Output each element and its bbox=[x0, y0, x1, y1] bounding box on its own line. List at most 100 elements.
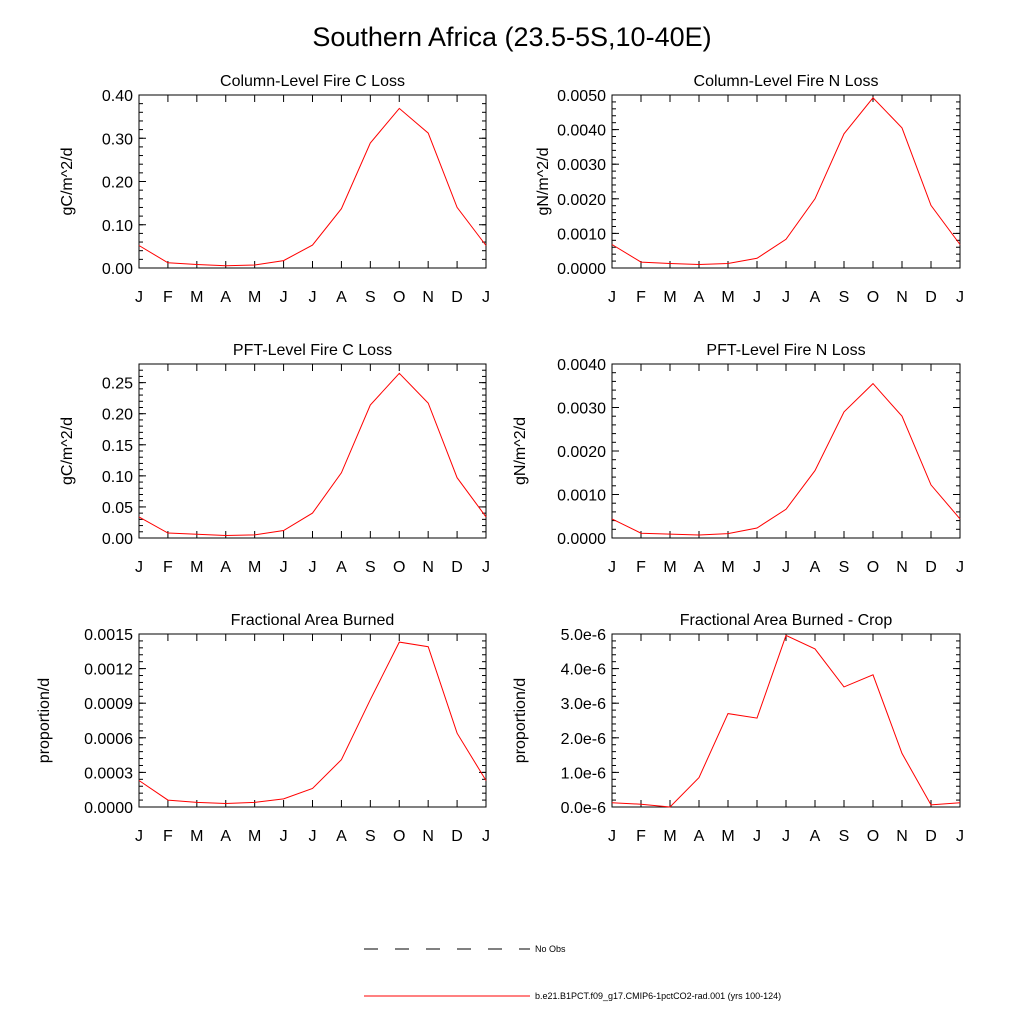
y-tick-label: 0.0020 bbox=[557, 444, 606, 461]
chart-panel-2: Column-Level Fire N Loss gN/m^2/d 0.0000 0.… bbox=[535, 73, 964, 306]
y-tick-label: 2.0e-6 bbox=[561, 731, 606, 748]
x-tick-label: S bbox=[839, 289, 850, 306]
x-tick-label: A bbox=[220, 559, 231, 576]
x-tick-label: F bbox=[163, 289, 173, 306]
plot-frame bbox=[611, 363, 961, 539]
y-tick-label: 0.00 bbox=[102, 531, 133, 548]
panel-title: Column-Level Fire N Loss bbox=[694, 73, 879, 90]
x-tick-label: F bbox=[163, 559, 173, 576]
x-tick-label: M bbox=[190, 828, 203, 845]
x-tick-label: D bbox=[451, 559, 463, 576]
x-tick-label: M bbox=[248, 828, 261, 845]
x-tick-label: J bbox=[309, 289, 317, 306]
y-axis-label: proportion/d bbox=[36, 678, 53, 763]
figure-title: Southern Africa (23.5-5S,10-40E) bbox=[312, 22, 712, 52]
x-tick-label: M bbox=[721, 828, 734, 845]
x-tick-label: F bbox=[163, 828, 173, 845]
x-tick-label: A bbox=[336, 559, 347, 576]
series-line bbox=[138, 372, 487, 537]
y-tick-label: 0.05 bbox=[102, 500, 133, 517]
legend-model-label: b.e21.B1PCT.f09_g17.CMIP6-1pctCO2-rad.00… bbox=[535, 991, 781, 1001]
x-tick-label: J bbox=[608, 828, 616, 845]
x-tick-label: J bbox=[482, 828, 490, 845]
x-tick-label: D bbox=[925, 289, 937, 306]
y-tick-label: 0.0012 bbox=[84, 662, 133, 679]
y-tick-label: 0.0020 bbox=[557, 192, 606, 209]
x-tick-label: A bbox=[694, 828, 705, 845]
x-tick-label: M bbox=[190, 559, 203, 576]
y-tick-label: 0.00 bbox=[102, 261, 133, 278]
x-tick-label: J bbox=[135, 289, 143, 306]
y-axis-label: proportion/d bbox=[512, 678, 529, 763]
y-tick-label: 0.0010 bbox=[557, 226, 606, 243]
y-tick-label: 0.0000 bbox=[557, 261, 606, 278]
x-tick-label: O bbox=[867, 559, 879, 576]
x-tick-label: J bbox=[135, 559, 143, 576]
x-tick-label: N bbox=[422, 559, 434, 576]
y-axis-label: gN/m^2/d bbox=[512, 417, 529, 485]
y-tick-label: 0.0030 bbox=[557, 401, 606, 418]
y-tick-label: 0.10 bbox=[102, 469, 133, 486]
y-tick-label: 0.0010 bbox=[557, 488, 606, 505]
chart-panel-6: Fractional Area Burned - Crop proportion/… bbox=[512, 612, 964, 845]
x-tick-label: N bbox=[896, 559, 908, 576]
x-tick-label: A bbox=[694, 289, 705, 306]
plot-frame bbox=[138, 94, 487, 269]
x-tick-label: A bbox=[810, 289, 821, 306]
y-axis-label: gC/m^2/d bbox=[59, 148, 76, 216]
y-tick-label: 0.0e-6 bbox=[561, 800, 606, 817]
x-tick-label: J bbox=[753, 559, 761, 576]
y-tick-label: 0.0015 bbox=[84, 627, 133, 644]
x-tick-label: J bbox=[782, 828, 790, 845]
x-tick-label: M bbox=[663, 828, 676, 845]
y-tick-label: 0.40 bbox=[102, 88, 133, 105]
x-tick-label: N bbox=[422, 289, 434, 306]
series-line bbox=[138, 107, 487, 267]
y-tick-label: 0.30 bbox=[102, 131, 133, 148]
x-tick-label: N bbox=[896, 289, 908, 306]
y-tick-label: 3.0e-6 bbox=[561, 696, 606, 713]
chart-panel-4: PFT-Level Fire N Loss gN/m^2/d 0.0000 0.001… bbox=[512, 342, 964, 576]
y-tick-label: 0.10 bbox=[102, 218, 133, 235]
plot-frame bbox=[138, 633, 487, 808]
y-tick-label: 0.0050 bbox=[557, 88, 606, 105]
y-tick-label: 0.0000 bbox=[557, 531, 606, 548]
panel-title: Column-Level Fire C Loss bbox=[220, 73, 405, 90]
x-tick-label: O bbox=[393, 828, 405, 845]
chart-panel-5: Fractional Area Burned proportion/d 0.0000… bbox=[36, 612, 490, 845]
x-tick-label: J bbox=[956, 289, 964, 306]
x-tick-label: F bbox=[636, 289, 646, 306]
chart-panel-3: PFT-Level Fire C Loss gC/m^2/d 0.00 0.05 0.1… bbox=[59, 342, 490, 576]
x-tick-label: A bbox=[220, 828, 231, 845]
x-tick-label: S bbox=[365, 559, 376, 576]
y-tick-label: 0.0000 bbox=[84, 800, 133, 817]
y-tick-label: 0.0003 bbox=[84, 765, 133, 782]
series-line bbox=[611, 634, 961, 808]
y-tick-label: 0.0040 bbox=[557, 123, 606, 140]
x-tick-label: N bbox=[896, 828, 908, 845]
x-tick-label: J bbox=[280, 828, 288, 845]
x-tick-label: J bbox=[608, 559, 616, 576]
x-tick-label: O bbox=[867, 828, 879, 845]
y-tick-label: 0.15 bbox=[102, 438, 133, 455]
panel-title: PFT-Level Fire N Loss bbox=[706, 342, 865, 359]
x-tick-label: M bbox=[721, 559, 734, 576]
x-tick-label: N bbox=[422, 828, 434, 845]
x-tick-label: F bbox=[636, 559, 646, 576]
y-tick-label: 0.0009 bbox=[84, 696, 133, 713]
x-tick-label: A bbox=[810, 828, 821, 845]
panel-title: Fractional Area Burned bbox=[231, 612, 395, 629]
x-tick-label: S bbox=[365, 828, 376, 845]
series-line bbox=[611, 382, 961, 536]
y-tick-label: 0.20 bbox=[102, 407, 133, 424]
x-tick-label: J bbox=[135, 828, 143, 845]
x-tick-label: J bbox=[280, 289, 288, 306]
x-tick-label: J bbox=[753, 828, 761, 845]
x-tick-label: M bbox=[721, 289, 734, 306]
x-tick-label: J bbox=[482, 289, 490, 306]
x-tick-label: S bbox=[839, 559, 850, 576]
x-tick-label: J bbox=[309, 828, 317, 845]
x-tick-label: J bbox=[956, 559, 964, 576]
x-tick-label: J bbox=[782, 289, 790, 306]
